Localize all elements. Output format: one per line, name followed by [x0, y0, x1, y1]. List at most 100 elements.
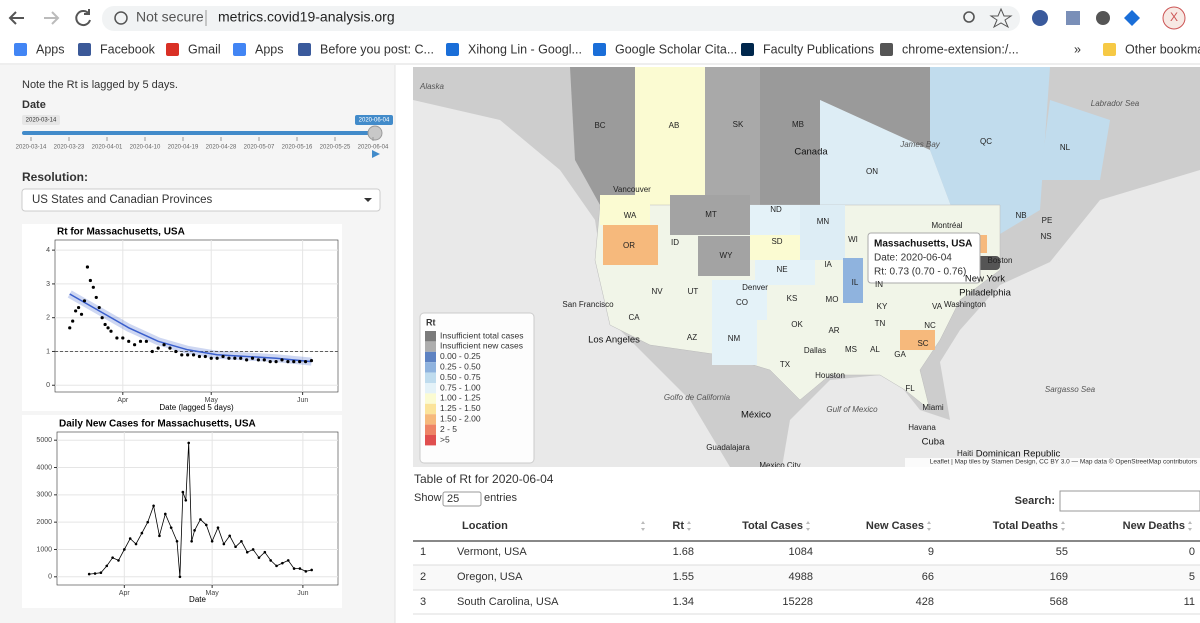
map[interactable]: Alaska BC AB SK MB Canada James Bay QC NL Labrado… [413, 67, 1200, 470]
point [304, 570, 308, 573]
column-header[interactable]: New Cases [866, 520, 924, 532]
bookmark[interactable]: Google Scholar Cita... [615, 42, 737, 56]
slider-tick-label: 2020-04-19 [168, 145, 199, 151]
plot-area [56, 431, 339, 586]
sort-icon[interactable] [1188, 521, 1192, 531]
bookmark[interactable]: Apps [255, 42, 284, 56]
column-header[interactable]: Rt [672, 520, 684, 532]
region [698, 236, 750, 276]
point [197, 354, 202, 359]
point [245, 358, 249, 362]
legend-label: 2 - 5 [440, 424, 457, 434]
point [281, 561, 284, 565]
avatar-letter: X [1170, 10, 1178, 24]
bookmark-icon [233, 43, 246, 56]
legend-swatch [425, 393, 436, 404]
column-header[interactable]: Location [462, 520, 508, 532]
column-header[interactable]: New Deaths [1123, 520, 1185, 532]
tooltip-title: Massachusetts, USA [874, 239, 972, 250]
extension-icon[interactable] [1032, 10, 1048, 26]
cell: 55 [1056, 546, 1068, 558]
point [138, 339, 143, 343]
info-icon[interactable] [114, 11, 128, 25]
bookmark[interactable]: Faculty Publications [763, 42, 874, 56]
point [286, 360, 290, 364]
bookmark[interactable]: Gmail [188, 42, 221, 56]
play-button[interactable] [372, 150, 380, 158]
cell: South Carolina, USA [457, 596, 559, 608]
map-label: AZ [687, 333, 697, 342]
slider-tick-label: 2020-04-10 [130, 145, 161, 151]
region [750, 205, 800, 235]
point [169, 526, 173, 529]
map-label: ON [866, 167, 878, 176]
select-caret[interactable] [364, 198, 372, 202]
select-box[interactable] [21, 188, 381, 212]
search-input[interactable] [1059, 490, 1200, 512]
extension-icon[interactable] [1124, 10, 1140, 26]
slider-track[interactable] [22, 131, 375, 135]
sort-icon[interactable] [641, 521, 645, 531]
address-bar[interactable] [102, 6, 1020, 31]
slider-handle[interactable] [367, 125, 383, 141]
sort-icon[interactable] [927, 521, 931, 531]
point [203, 354, 207, 359]
star-icon[interactable] [989, 7, 1013, 29]
select-value[interactable]: US States and Canadian Provinces [32, 194, 213, 206]
map-label: NE [776, 265, 787, 274]
bookmark[interactable]: Before you post: C... [320, 42, 434, 56]
y-tick-label: 1000 [36, 546, 52, 553]
point [298, 567, 302, 570]
bookmark[interactable]: Apps [36, 42, 65, 56]
extension-icon[interactable] [1066, 11, 1080, 25]
map-label: BC [594, 121, 605, 130]
point [91, 285, 95, 289]
map-label: Havana [908, 423, 936, 432]
reload-button[interactable] [75, 9, 91, 27]
sort-icon[interactable] [1061, 521, 1065, 531]
length-value[interactable]: 25 [447, 493, 459, 505]
forward-button[interactable] [44, 11, 60, 25]
url: metrics.covid19-analysis.org [218, 9, 395, 25]
legend-swatch [425, 424, 436, 435]
point [99, 571, 103, 575]
point [193, 529, 196, 532]
cell: 2 [420, 571, 426, 583]
legend-swatch [425, 372, 436, 383]
x-axis-label: Date [189, 595, 206, 604]
point [221, 354, 225, 359]
slider-tick-label: 2020-04-01 [92, 145, 123, 151]
x-tick-label: Jun [297, 397, 308, 404]
bookmark[interactable]: » [1074, 42, 1081, 56]
cell: 1084 [789, 546, 813, 558]
region [670, 195, 750, 235]
trend-line [69, 293, 312, 363]
length-select[interactable] [442, 491, 482, 507]
sort-icon[interactable] [806, 521, 810, 531]
map-label: UT [688, 287, 699, 296]
point [280, 358, 284, 362]
point [234, 545, 237, 549]
point [298, 360, 302, 364]
column-header[interactable]: Total Deaths [993, 520, 1058, 532]
region [760, 67, 930, 205]
bookmark[interactable]: Other bookma [1125, 42, 1200, 56]
region [712, 320, 757, 365]
extension-icon[interactable] [1096, 11, 1110, 25]
attribution: Leaflet | Map tiles by Stamen Design, CC… [930, 458, 1198, 466]
avatar[interactable] [1162, 6, 1186, 30]
legend-label: 0.00 - 0.25 [440, 351, 481, 361]
point [239, 356, 243, 360]
bookmark[interactable]: chrome-extension:/... [902, 42, 1019, 56]
map-label: ND [770, 205, 782, 214]
column-header[interactable]: Total Cases [742, 520, 803, 532]
bookmark-icon [298, 43, 311, 56]
point [178, 575, 182, 579]
map-label: TN [875, 319, 886, 328]
zoom-icon[interactable] [963, 11, 975, 23]
sort-icon[interactable] [687, 521, 691, 531]
point [269, 559, 272, 562]
back-button[interactable] [8, 11, 24, 25]
bookmark[interactable]: Facebook [100, 42, 156, 56]
bookmark[interactable]: Xihong Lin - Googl... [468, 42, 582, 56]
